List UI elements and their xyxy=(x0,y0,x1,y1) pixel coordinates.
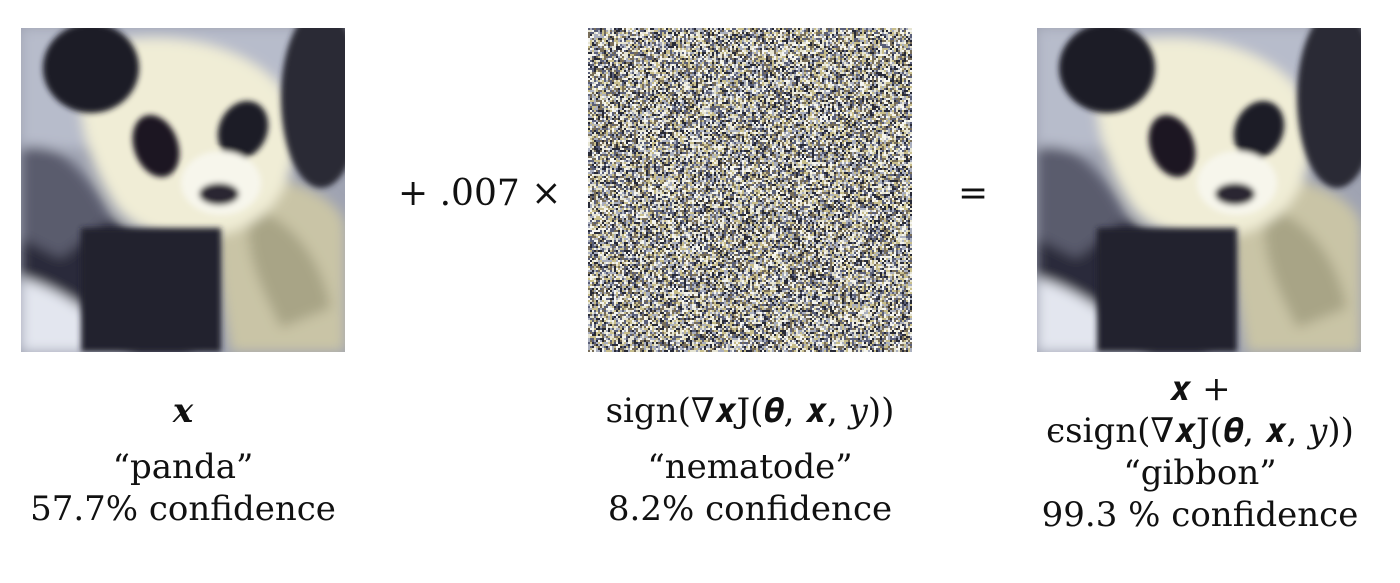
formula-line: sign(∇𝒙J(𝜽, 𝒙, 𝑦)) xyxy=(548,390,952,432)
caption-original: 𝒙 “panda” 57.7% confidence xyxy=(21,390,345,530)
caption-perturbation: sign(∇𝒙J(𝜽, 𝒙, 𝑦)) “nematode” 8.2% confi… xyxy=(548,390,952,530)
confidence-label: 57.7% confidence xyxy=(21,488,345,530)
class-label: “gibbon” xyxy=(1010,452,1390,494)
panda-image xyxy=(21,28,345,352)
class-label: “panda” xyxy=(21,446,345,488)
formula-line: 𝒙 + xyxy=(1010,368,1390,410)
panda-illustration xyxy=(21,28,345,352)
confidence-label: 8.2% confidence xyxy=(548,488,952,530)
confidence-label: 99.3 % confidence xyxy=(1010,494,1390,536)
noise-image xyxy=(588,28,912,352)
adversarial-panda-image xyxy=(1037,28,1361,352)
formula-line: 𝒙 xyxy=(21,390,345,432)
formula-line: ϵsign(∇𝒙J(𝜽, 𝒙, 𝑦)) xyxy=(1010,410,1390,452)
caption-adversarial: 𝒙 + ϵsign(∇𝒙J(𝜽, 𝒙, 𝑦)) “gibbon” 99.3 % … xyxy=(1010,368,1390,536)
noise-texture xyxy=(588,28,912,352)
equals-operator: = xyxy=(958,176,988,212)
plus-times-operator: + .007 × xyxy=(398,176,561,212)
adversarial-panda-illustration xyxy=(1037,28,1361,352)
class-label: “nematode” xyxy=(548,446,952,488)
